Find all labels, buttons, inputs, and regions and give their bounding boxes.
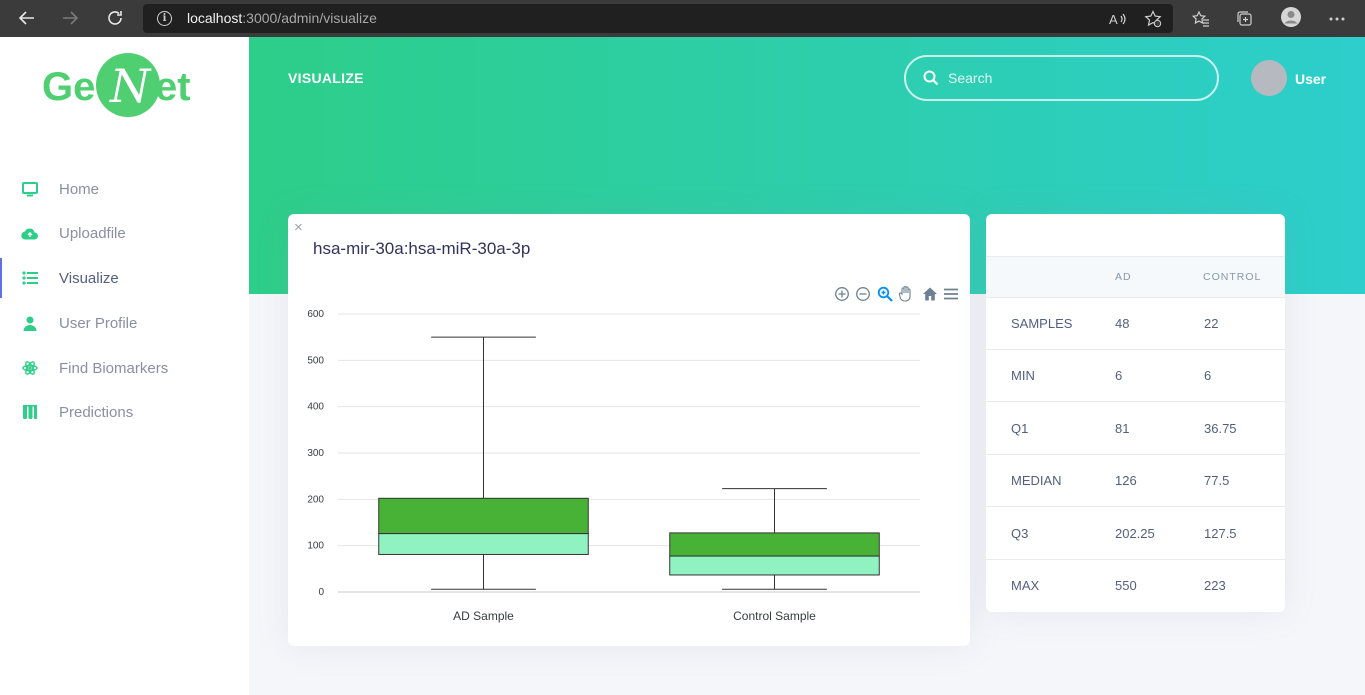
row-control-value: 6 <box>1204 368 1212 383</box>
zoom-in-icon[interactable] <box>834 286 851 303</box>
box-upper <box>378 497 589 535</box>
row-ad-value: 48 <box>1115 316 1130 331</box>
sidebar-item-uploadfile[interactable]: Uploadfile <box>0 213 249 253</box>
row-control-value: 36.75 <box>1204 421 1237 436</box>
row-label: Q1 <box>1011 421 1029 436</box>
table-row: SAMPLES 48 22 <box>986 298 1285 350</box>
chart-title: hsa-mir-30a:hsa-miR-30a-3p <box>313 239 531 258</box>
back-arrow-icon[interactable] <box>16 7 38 29</box>
chart-card: × hsa-mir-30a:hsa-miR-30a-3p 0 100 200 300 4… <box>288 214 970 646</box>
info-icon[interactable]: i <box>157 11 172 26</box>
favorites-icon[interactable] <box>1190 8 1212 30</box>
logo-text-mid: N <box>110 59 151 113</box>
sidebar-item-home[interactable]: Home <box>0 169 249 209</box>
atom-icon <box>21 359 39 377</box>
y-tick-label: 0 <box>318 587 324 598</box>
read-aloud-icon[interactable]: A <box>1107 8 1129 30</box>
selection-zoom-icon[interactable] <box>877 286 894 303</box>
browser-toolbar: i localhost:3000/admin/visualize A <box>0 0 1365 37</box>
y-tick-label: 300 <box>307 448 324 459</box>
box-upper <box>669 532 880 557</box>
avatar[interactable] <box>1251 60 1287 96</box>
sidebar-item-label: Home <box>59 180 100 198</box>
y-tick-label: 500 <box>307 355 324 366</box>
row-ad-value: 6 <box>1115 368 1123 383</box>
x-category-label: AD Sample <box>453 609 514 623</box>
row-label: MIN <box>1011 368 1035 383</box>
row-control-value: 77.5 <box>1204 473 1230 488</box>
row-control-value: 22 <box>1204 316 1219 331</box>
profile-avatar-icon[interactable] <box>1280 6 1302 28</box>
table-row: MAX 550 223 <box>986 560 1285 612</box>
url-text: localhost:3000/admin/visualize <box>187 10 377 26</box>
boxplot-chart: 0 100 200 300 400 500 600 AD Sample Control Samp… <box>307 309 920 623</box>
sidebar-item-label: User Profile <box>59 314 138 332</box>
sidebar-item-label: Visualize <box>59 269 119 287</box>
y-tick-label: 600 <box>307 309 324 320</box>
header-cell-ad: AD <box>1115 271 1132 283</box>
y-tick-label: 400 <box>307 402 324 413</box>
stats-table-header: AD CONTROL <box>986 256 1285 298</box>
sidebar: Ge N et Home Uploadfile Visualize User P… <box>0 37 249 695</box>
test-tubes-icon <box>21 403 39 421</box>
address-bar[interactable]: i localhost:3000/admin/visualize <box>143 4 1173 33</box>
genet-logo[interactable]: Ge N et <box>42 53 212 123</box>
search-icon <box>923 70 939 86</box>
table-row: MEDIAN 126 77.5 <box>986 455 1285 507</box>
y-tick-label: 100 <box>307 541 324 552</box>
row-label: SAMPLES <box>1011 316 1073 331</box>
cloud-upload-icon <box>21 224 39 242</box>
table-row: Q3 202.25 127.5 <box>986 508 1285 560</box>
row-label: Q3 <box>1011 526 1029 541</box>
row-control-value: 127.5 <box>1204 526 1237 541</box>
table-row: Q1 81 36.75 <box>986 403 1285 455</box>
row-ad-value: 126 <box>1115 473 1137 488</box>
sidebar-item-predictions[interactable]: Predictions <box>0 392 249 432</box>
user-icon <box>21 314 39 332</box>
stats-card: AD CONTROL SAMPLES 48 22 MIN 6 6 Q1 81 3… <box>986 214 1285 612</box>
sidebar-item-label: Find Biomarkers <box>59 359 169 377</box>
row-label: MEDIAN <box>1011 473 1062 488</box>
row-ad-value: 81 <box>1115 421 1130 436</box>
reset-home-icon[interactable] <box>922 286 939 303</box>
svg-text:A: A <box>1109 12 1118 26</box>
search-input[interactable] <box>948 68 1198 88</box>
collections-icon[interactable] <box>1234 8 1256 30</box>
sidebar-item-label: Uploadfile <box>59 224 126 242</box>
sidebar-item-visualize[interactable]: Visualize <box>0 258 249 298</box>
zoom-out-icon[interactable] <box>855 286 872 303</box>
more-options-icon[interactable] <box>1326 8 1348 30</box>
table-row: MIN 6 6 <box>986 350 1285 402</box>
sidebar-item-find-biomarkers[interactable]: Find Biomarkers <box>0 348 249 388</box>
box-lower <box>378 533 589 555</box>
pan-hand-icon[interactable] <box>898 285 915 302</box>
user-name[interactable]: User <box>1295 71 1327 87</box>
logo-text-left: Ge <box>42 65 96 109</box>
close-icon[interactable]: × <box>294 219 303 236</box>
box-lower <box>669 555 880 576</box>
list-icon <box>21 269 39 287</box>
sidebar-item-label: Predictions <box>59 403 134 421</box>
page-title: VISUALIZE <box>288 70 364 86</box>
refresh-icon[interactable] <box>104 7 126 29</box>
sidebar-item-user-profile[interactable]: User Profile <box>0 303 249 343</box>
row-control-value: 223 <box>1204 578 1226 593</box>
row-label: MAX <box>1011 578 1040 593</box>
add-favorite-icon[interactable] <box>1142 8 1164 30</box>
forward-arrow-icon[interactable] <box>59 7 81 29</box>
logo-circle <box>96 53 160 117</box>
monitor-icon <box>21 180 39 198</box>
row-ad-value: 550 <box>1115 578 1137 593</box>
menu-icon[interactable] <box>943 286 960 303</box>
header-cell-control: CONTROL <box>1203 271 1262 283</box>
search-box[interactable] <box>904 55 1219 101</box>
x-category-label: Control Sample <box>733 609 816 623</box>
y-tick-label: 200 <box>307 494 324 505</box>
row-ad-value: 202.25 <box>1115 526 1155 541</box>
logo-text-right: et <box>155 65 191 109</box>
